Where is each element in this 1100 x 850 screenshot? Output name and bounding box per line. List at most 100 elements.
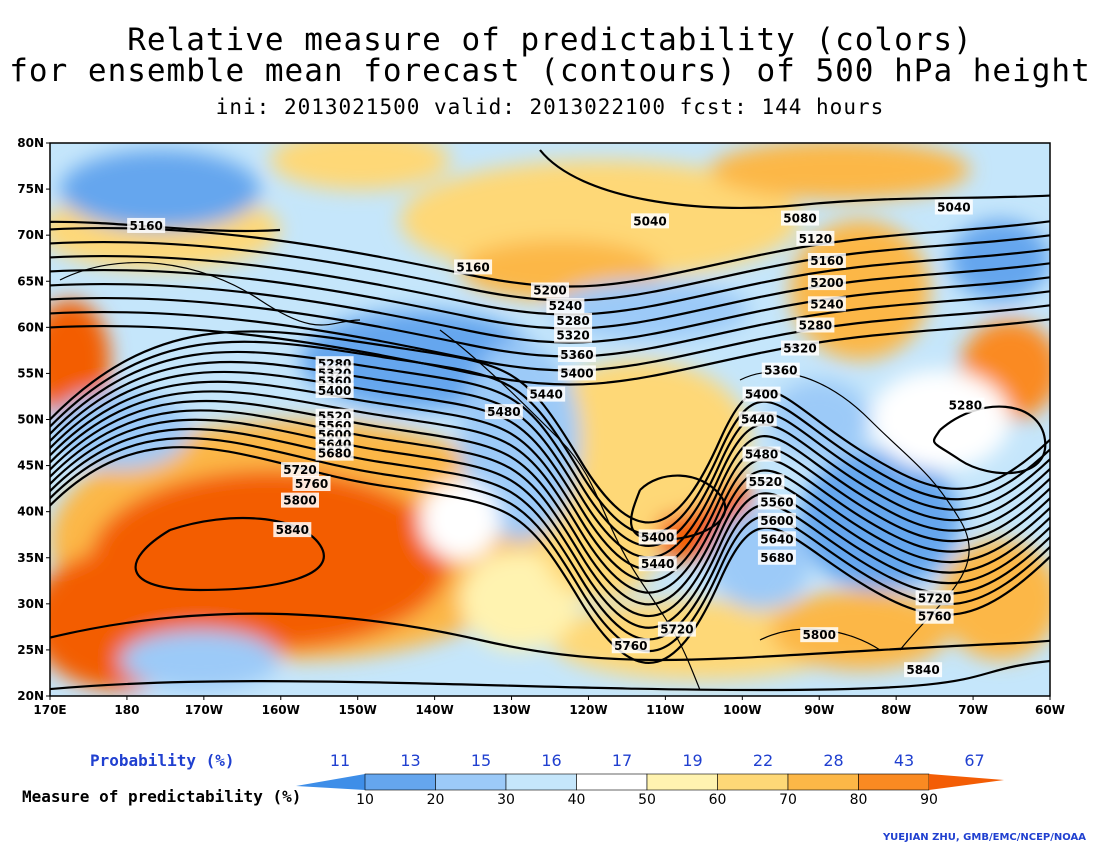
legend-swatch	[787, 773, 859, 791]
contour-label: 5240	[546, 298, 585, 314]
contour-line	[50, 612, 1050, 662]
contour-label-text: 5760	[614, 639, 647, 653]
contour-line	[50, 390, 1050, 594]
contour-label-text: 5320	[783, 342, 816, 356]
contour-label: 5440	[527, 386, 566, 402]
legend-swatch	[717, 773, 789, 791]
probability-label: 15	[470, 751, 492, 770]
latitude-axis: 80N 75N 70N 65N 60N 55N 50N 45N 40N 35N 30N 25N 20N	[17, 136, 50, 703]
contour-line	[50, 234, 1050, 302]
contour-label-text: 5720	[283, 463, 316, 477]
contour-label-text: 5440	[529, 388, 562, 402]
probability-label: 17	[611, 751, 633, 770]
probability-label: 28	[823, 751, 844, 770]
lat-label: 55N	[17, 366, 44, 380]
contour-line	[539, 149, 1050, 210]
contour-label-text: 5080	[783, 212, 816, 226]
contour-label-bg	[757, 512, 796, 528]
contour-label-bg	[800, 627, 839, 643]
contour-label-bg	[127, 217, 166, 233]
contour-label-text: 5040	[633, 214, 666, 228]
contour-label-text: 5720	[660, 623, 693, 637]
contour-label: 5760	[915, 608, 954, 624]
contour-label-bg	[781, 210, 819, 226]
contour-label: 5080	[781, 210, 819, 226]
lon-label: 70W	[958, 703, 988, 717]
contour-label: 5560	[757, 494, 796, 510]
contour-label: 5840	[273, 522, 312, 538]
contour-label-bg	[946, 397, 985, 413]
contour-label: 5200	[531, 282, 569, 298]
contour-label-bg	[757, 531, 796, 547]
contour-line	[50, 350, 1050, 547]
probability-title: Probability (%)	[90, 751, 235, 770]
contour-label: 5680	[757, 549, 796, 565]
contour-label-text: 5400	[318, 384, 351, 398]
contour-label-text: 5800	[283, 494, 316, 508]
lat-label: 65N	[17, 274, 44, 288]
lat-label: 50N	[17, 413, 44, 427]
contour-label-bg	[546, 298, 585, 314]
contour-label-text: 5480	[487, 405, 520, 419]
boundary-label: 90	[920, 792, 938, 808]
contour-line	[50, 220, 1050, 288]
lon-label: 180	[114, 703, 139, 717]
contour-label: 5760	[611, 638, 650, 654]
contour-line	[630, 474, 727, 542]
lat-label: 40N	[17, 505, 44, 519]
boundary-label: 70	[779, 792, 797, 808]
contour-label: 5160	[454, 259, 493, 275]
lon-label: 110W	[646, 703, 684, 717]
probability-label: 19	[682, 751, 703, 770]
contour-label: 5240	[807, 296, 846, 312]
contour-label: 5480	[742, 446, 781, 462]
contour-label: 5480	[484, 404, 523, 420]
contour-line	[50, 409, 1050, 617]
contour-label: 5720	[915, 590, 954, 606]
contour-label: 5400	[638, 529, 677, 545]
contour-label-text: 5800	[803, 628, 836, 642]
contour-label: 5400	[315, 382, 354, 398]
contour-label-bg	[796, 230, 835, 246]
contour-line	[50, 427, 1050, 641]
contour-label-bg	[531, 282, 569, 298]
contour-label: 5720	[281, 462, 319, 478]
contour-label: 5400	[557, 365, 596, 381]
contour-line	[50, 248, 1050, 316]
contour-label-text: 5600	[760, 514, 793, 528]
boundary-label: 30	[497, 792, 515, 808]
contour-label-bg	[611, 638, 650, 654]
contour-label-text: 5680	[318, 447, 351, 461]
contour-label-bg	[315, 382, 354, 398]
contour-label-text: 5760	[918, 610, 951, 624]
contour-line	[50, 262, 1050, 330]
legend-swatch	[435, 773, 507, 791]
contour-label-text: 5520	[749, 475, 782, 489]
contour-label-bg	[904, 662, 943, 678]
contour-label-bg	[915, 608, 954, 624]
contour-label-text: 5160	[129, 219, 162, 233]
contour-label-bg	[292, 476, 331, 492]
contour-label: 5440	[638, 556, 677, 572]
contour-label-bg	[638, 556, 677, 572]
lat-label: 25N	[17, 643, 44, 657]
contour-label-text: 5120	[799, 232, 832, 246]
contour-label-bg	[757, 549, 796, 565]
contour-label-text: 5240	[810, 297, 843, 311]
probability-label: 13	[400, 751, 421, 770]
boundary-label: 80	[849, 792, 868, 808]
contour-label: 5800	[800, 627, 839, 643]
contour-label: 5120	[796, 230, 835, 246]
probability-label: 43	[893, 751, 915, 770]
contour-line	[134, 516, 325, 592]
contour-label-bg	[742, 386, 781, 402]
contour-line	[50, 360, 1050, 559]
contour-label-bg	[742, 446, 781, 462]
contour-label: 5040	[934, 199, 973, 215]
lon-label: 90W	[804, 703, 834, 717]
legend-swatch	[576, 773, 648, 791]
contour-label-bg	[738, 411, 777, 427]
lon-label: 160W	[262, 703, 300, 717]
contour-label-bg	[807, 252, 846, 268]
